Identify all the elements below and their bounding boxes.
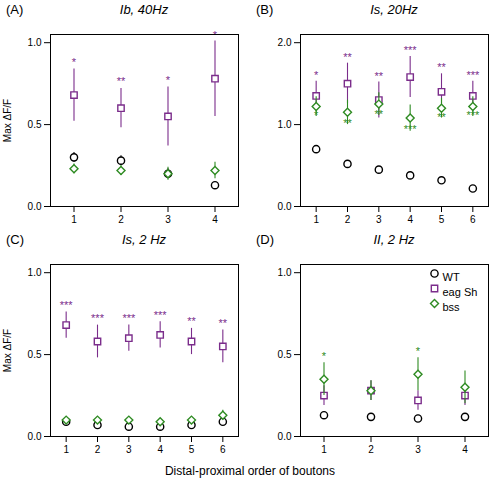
svg-text:0.0: 0.0 (278, 431, 292, 442)
svg-text:***: *** (91, 312, 105, 324)
svg-text:*: * (213, 29, 218, 41)
svg-text:3: 3 (376, 214, 382, 225)
svg-text:0.5: 0.5 (28, 119, 42, 130)
svg-text:1.0: 1.0 (28, 267, 42, 278)
svg-text:**: ** (187, 315, 196, 327)
svg-text:***: *** (154, 309, 168, 321)
html-text:Is, 20Hz: Is, 20Hz (370, 2, 418, 17)
svg-text:1.0: 1.0 (28, 37, 42, 48)
svg-text:5: 5 (439, 214, 445, 225)
svg-text:*: * (166, 74, 171, 86)
svg-text:Max ΔF/F: Max ΔF/F (2, 329, 13, 372)
svg-text:***: *** (404, 44, 418, 56)
html-text:Ib, 40Hz: Ib, 40Hz (119, 2, 169, 17)
svg-text:2: 2 (95, 444, 101, 455)
svg-text:WT: WT (443, 271, 460, 283)
svg-text:*: * (314, 109, 319, 121)
svg-text:***: *** (466, 109, 480, 121)
svg-text:3: 3 (126, 444, 132, 455)
svg-text:2: 2 (345, 214, 351, 225)
svg-text:***: *** (122, 312, 136, 324)
svg-text:**: ** (375, 70, 384, 82)
svg-text:4: 4 (157, 444, 163, 455)
svg-text:***: *** (466, 69, 480, 81)
svg-text:*: * (416, 345, 421, 357)
svg-text:**: ** (343, 51, 352, 63)
svg-text:1: 1 (63, 444, 69, 455)
html-text:(D): (D) (256, 232, 274, 247)
svg-text:6: 6 (470, 214, 476, 225)
svg-text:3: 3 (165, 214, 171, 225)
svg-text:bss: bss (443, 301, 461, 313)
svg-text:0.5: 0.5 (28, 349, 42, 360)
svg-text:**: ** (437, 61, 446, 73)
html-text:Distal-proximal order of bouto: Distal-proximal order of boutons (165, 464, 335, 478)
svg-text:1.0: 1.0 (278, 267, 292, 278)
svg-text:4: 4 (212, 214, 218, 225)
svg-text:3: 3 (415, 444, 421, 455)
svg-text:0.5: 0.5 (278, 349, 292, 360)
html-text:(C): (C) (6, 232, 24, 247)
svg-text:2: 2 (118, 214, 124, 225)
svg-text:2.0: 2.0 (278, 37, 292, 48)
svg-text:1: 1 (321, 444, 327, 455)
svg-text:**: ** (437, 111, 446, 123)
svg-text:eag Sh: eag Sh (443, 286, 478, 298)
svg-text:**: ** (343, 117, 352, 129)
svg-text:Max ΔF/F: Max ΔF/F (2, 99, 13, 142)
html-text:Is, 2 Hz: Is, 2 Hz (122, 232, 166, 247)
html-text:(A): (A) (6, 2, 24, 17)
svg-text:2: 2 (368, 444, 374, 455)
html-text:(B): (B) (256, 2, 274, 17)
svg-text:0.0: 0.0 (278, 201, 292, 212)
svg-text:1: 1 (313, 214, 319, 225)
svg-text:*: * (314, 69, 319, 81)
html-text:II, 2 Hz: II, 2 Hz (373, 232, 415, 247)
svg-text:*: * (322, 350, 327, 362)
svg-text:0.0: 0.0 (28, 431, 42, 442)
svg-text:***: *** (404, 123, 418, 135)
svg-text:1.0: 1.0 (278, 119, 292, 130)
svg-text:5: 5 (189, 444, 195, 455)
svg-text:*: * (72, 56, 77, 68)
svg-text:**: ** (375, 108, 384, 120)
svg-text:***: *** (60, 299, 74, 311)
svg-text:0.0: 0.0 (28, 201, 42, 212)
svg-text:6: 6 (220, 444, 226, 455)
svg-text:**: ** (117, 75, 126, 87)
svg-text:4: 4 (407, 214, 413, 225)
svg-text:**: ** (219, 317, 228, 329)
svg-text:1: 1 (71, 214, 77, 225)
svg-text:4: 4 (462, 444, 468, 455)
